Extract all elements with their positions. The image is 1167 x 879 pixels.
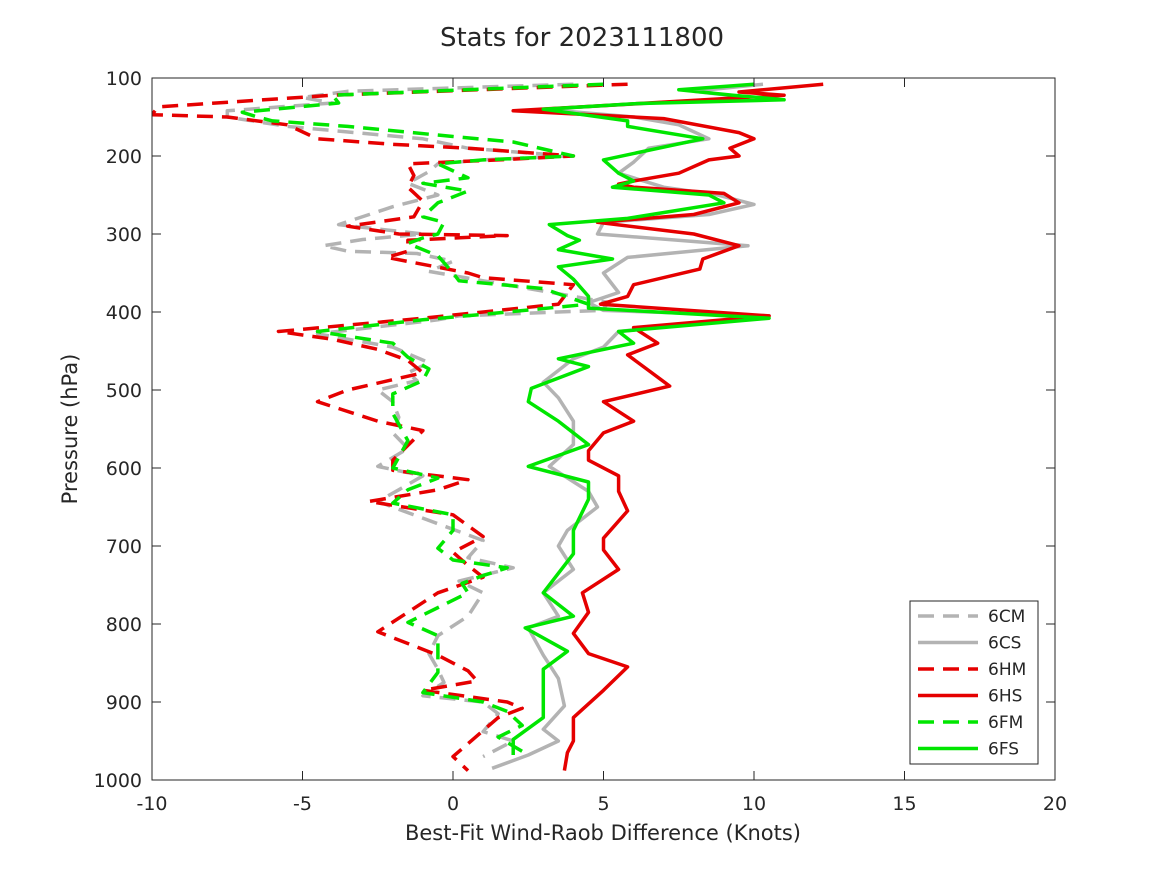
- y-tick-label: 500: [106, 380, 142, 402]
- legend-label-6FM: 6FM: [988, 713, 1023, 733]
- y-tick-label: 400: [106, 302, 142, 324]
- series-line-6CM: [225, 82, 612, 759]
- y-tick-label: 600: [106, 458, 142, 480]
- series-line-6HS: [511, 82, 824, 771]
- y-tick-label: 100: [106, 68, 142, 90]
- y-tick-label: 800: [106, 614, 142, 636]
- legend-label-6CM: 6CM: [988, 607, 1025, 627]
- y-tick-label: 1000: [94, 770, 142, 792]
- chart-title: Stats for 2023111800: [440, 23, 724, 53]
- x-tick-label: 5: [597, 793, 609, 815]
- y-axis-label: Pressure (hPa): [58, 354, 82, 505]
- series-line-6FM: [240, 82, 604, 757]
- x-tick-label: 20: [1043, 793, 1067, 815]
- x-tick-label: 15: [892, 793, 916, 815]
- x-axis-label: Best-Fit Wind-Raob Difference (Knots): [405, 821, 801, 845]
- legend-label-6HM: 6HM: [988, 660, 1026, 680]
- y-tick-label: 900: [106, 692, 142, 714]
- legend-box: [909, 600, 1039, 765]
- legend-label-6FS: 6FS: [988, 740, 1019, 760]
- x-tick-label: 0: [447, 793, 459, 815]
- x-tick-label: 10: [742, 793, 766, 815]
- legend-label-6HS: 6HS: [988, 687, 1022, 707]
- y-tick-label: 700: [106, 536, 142, 558]
- legend: 6CM 6CS 6HM 6HS 6FM 6FS: [909, 600, 1039, 765]
- y-tick-label: 200: [106, 146, 142, 168]
- y-tick-label: 300: [106, 224, 142, 246]
- x-tick-label: -5: [293, 793, 312, 815]
- legend-label-6CS: 6CS: [988, 634, 1021, 654]
- x-tick-label: -10: [136, 793, 167, 815]
- series-line-6FS: [511, 82, 786, 755]
